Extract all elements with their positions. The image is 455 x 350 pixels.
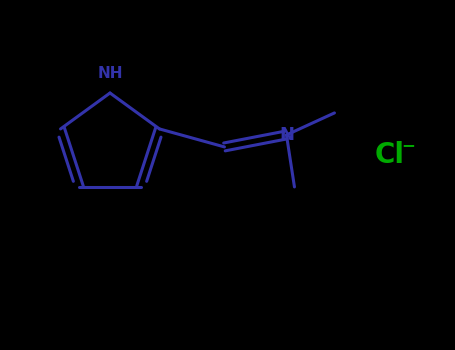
Text: N: N bbox=[279, 126, 294, 144]
Text: NH: NH bbox=[97, 66, 123, 81]
Text: Cl: Cl bbox=[375, 141, 405, 169]
Text: −: − bbox=[401, 136, 415, 154]
